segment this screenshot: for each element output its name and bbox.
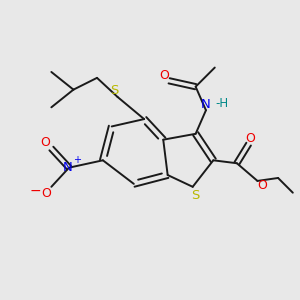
Text: O: O: [245, 132, 255, 145]
Text: -H: -H: [216, 97, 229, 110]
Text: O: O: [257, 179, 267, 192]
Text: N: N: [201, 98, 211, 111]
Text: S: S: [191, 188, 199, 202]
Text: O: O: [159, 69, 169, 82]
Text: O: O: [40, 136, 50, 149]
Text: N: N: [63, 160, 72, 174]
Text: O: O: [41, 187, 51, 200]
Text: +: +: [73, 155, 81, 165]
Text: −: −: [29, 184, 41, 198]
Text: S: S: [110, 84, 119, 97]
